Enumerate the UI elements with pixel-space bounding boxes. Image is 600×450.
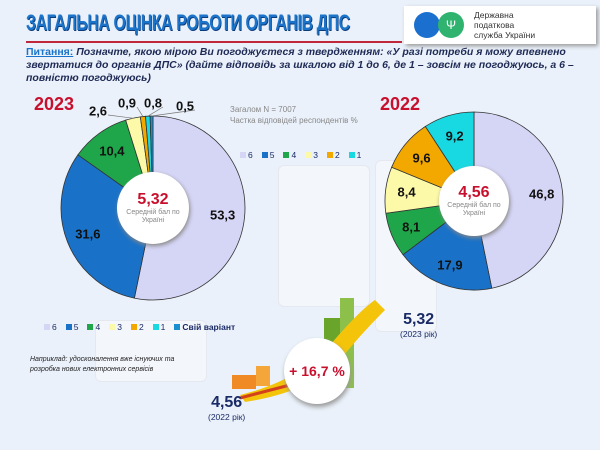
pie-2022-average: 4,56 Середній бал по Україні [447,184,501,218]
logo-circle-icon [414,12,440,38]
legend-item: 1 [152,322,166,332]
pie-2022-title: 2022 [380,94,421,114]
legend-swatch [65,324,72,330]
pie-2023-label-4: 10,4 [99,143,125,159]
legend-item: 6 [240,150,253,160]
average-caption: Середній бал по Україні [447,202,501,217]
legend-item: 5 [65,322,79,332]
legend-swatch [152,324,159,330]
legend-item: 4 [283,150,296,160]
score-2022: 4,56 (2022 рік) [208,394,246,422]
leader-line [147,106,164,117]
pie-2023-label-2: 0,9 [117,95,137,111]
legend-swatch [326,152,333,158]
legend-item: 6 [44,322,57,332]
logo-text: Державна податкова служба України [474,10,536,40]
pie-2023-slice-6 [133,115,246,301]
pie-2022-label-2: 9,6 [412,150,431,166]
legend-item: 5 [261,150,275,160]
legend-swatch [283,152,290,158]
legend-label: 6 [248,150,253,160]
pie-2023-center [117,172,189,244]
pie-2023-slice-5 [60,154,154,299]
background-document [278,165,370,307]
trident-icon: Ψ [438,12,464,38]
legend-label: Свій варіант [182,322,236,332]
legend-item: 3 [109,322,122,332]
legend-swatch [348,152,355,158]
example-note: Наприклад: удосконалення вже існуючих та… [30,356,175,373]
sample-note: Загалом N = 7007 Частка відповідей респон… [230,105,358,125]
pie-2022-label-5: 17,9 [437,257,463,273]
pie-2022-label-1: 9,2 [445,128,464,144]
average-caption: Середній бал по Україні [126,209,180,224]
legend-label: 3 [313,150,318,160]
title-divider [26,41,402,43]
leader-line [107,114,133,119]
legend-swatch [261,152,268,158]
legend-swatch [240,152,246,158]
legend-swatch [109,324,116,330]
legend-label: 2 [334,150,340,160]
growth-badge: + 16,7 % [284,338,350,404]
legend-item: 3 [305,150,318,160]
pie-2022-label-3: 8,4 [397,184,416,200]
leader-line [136,106,144,117]
pie-2023-label-6: 53,3 [209,207,236,223]
legend-swatch [87,324,94,330]
legend-item: 2 [130,322,144,332]
question-text: Питання: Позначте, якою мірою Ви погоджу… [26,46,574,84]
legend-swatch [174,324,181,330]
legend-swatch [130,324,137,330]
legend-label: 3 [117,322,122,332]
legend-label: 5 [269,150,275,160]
legend-item: Свій варіант [174,322,235,332]
pie-2022-label-6: 46,8 [529,186,555,202]
legend-2022: 6 5 4 3 2 1 [240,150,361,160]
background-document [95,320,207,382]
legend-label: 4 [95,322,101,332]
pie-2023-average: 5,32 Середній бал по Україні [126,191,180,225]
legend-label: 4 [291,150,297,160]
legend-swatch [44,324,50,330]
score-2023: 5,32 (2023 рік) [400,311,438,339]
legend-label: 5 [73,322,79,332]
legend-item: 1 [348,150,362,160]
pie-2022-center [439,166,509,236]
pie-2022-slice-6 [473,111,564,289]
pie-2023-label-1: 0,8 [143,95,163,111]
legend-label: 6 [52,322,57,332]
legend-swatch [305,152,312,158]
dps-logo: Ψ Державна податкова служба України [404,6,596,44]
page-title: ЗАГАЛЬНА ОЦІНКА РОБОТИ ОРГАНІВ ДПС [26,10,350,35]
pie-2023-title: 2023 [34,94,75,114]
pie-2023-label-Свій варіант: 0,5 [175,98,195,114]
legend-2023: 6 5 4 3 2 1 Свій варіант [44,322,235,332]
pie-2023-label-5: 31,6 [75,226,101,242]
legend-label: 2 [138,322,144,332]
legend-item: 2 [326,150,340,160]
average-value: 5,32 [137,191,169,208]
average-value: 4,56 [458,184,490,201]
leader-line [151,109,196,117]
legend-label: 1 [356,150,362,160]
pie-2022-label-4: 8,1 [402,219,421,235]
legend-label: 1 [160,322,166,332]
pie-2023-label-3: 2,6 [88,103,108,119]
legend-item: 4 [87,322,100,332]
